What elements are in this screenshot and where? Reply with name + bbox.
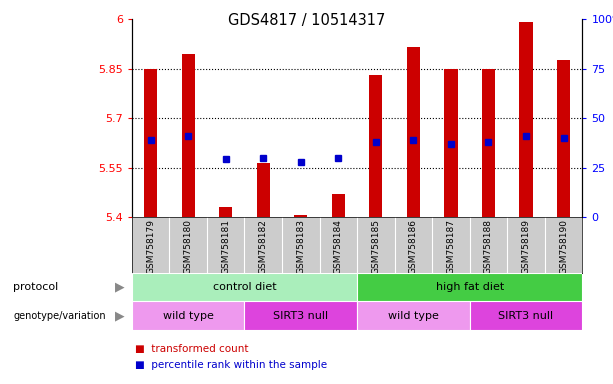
Text: GSM758189: GSM758189 [522,218,530,274]
Text: GSM758184: GSM758184 [334,218,343,273]
Text: GSM758179: GSM758179 [146,218,155,274]
Bar [257,162,270,217]
Text: GSM758183: GSM758183 [296,218,305,274]
Bar [132,273,357,301]
Bar [181,54,195,217]
Bar [482,69,495,217]
Text: SIRT3 null: SIRT3 null [273,311,329,321]
Bar [219,207,232,217]
Text: GSM758180: GSM758180 [184,218,192,274]
Bar [444,69,457,217]
Text: ■  percentile rank within the sample: ■ percentile rank within the sample [135,360,327,370]
Bar [132,301,245,330]
Text: SIRT3 null: SIRT3 null [498,311,554,321]
Text: GSM758182: GSM758182 [259,218,268,273]
Bar [357,301,470,330]
Bar [519,23,533,217]
Bar [357,273,582,301]
Text: GSM758187: GSM758187 [446,218,455,274]
Text: high fat diet: high fat diet [436,282,504,292]
Text: wild type: wild type [388,311,439,321]
Bar [557,60,570,217]
Text: GSM758181: GSM758181 [221,218,230,274]
Bar [407,47,420,217]
Bar [294,215,307,217]
Bar [245,301,357,330]
Text: genotype/variation: genotype/variation [13,311,106,321]
Bar [332,194,345,217]
Text: GSM758188: GSM758188 [484,218,493,274]
Bar [369,75,383,217]
Text: ■  transformed count: ■ transformed count [135,344,248,354]
Bar [470,301,582,330]
Text: GSM758186: GSM758186 [409,218,418,274]
Text: wild type: wild type [162,311,213,321]
Text: GSM758190: GSM758190 [559,218,568,274]
Text: GSM758185: GSM758185 [371,218,380,274]
Text: control diet: control diet [213,282,276,292]
Text: protocol: protocol [13,282,59,292]
Text: ▶: ▶ [115,281,124,293]
Text: ▶: ▶ [115,310,124,322]
Text: GDS4817 / 10514317: GDS4817 / 10514317 [228,13,385,28]
Bar [144,69,157,217]
